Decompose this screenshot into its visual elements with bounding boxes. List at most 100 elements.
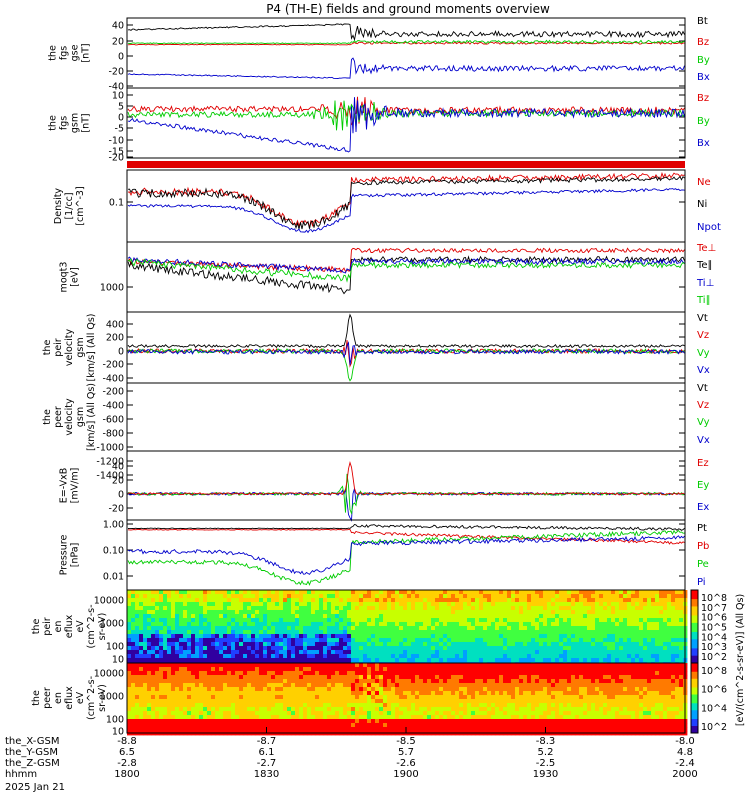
spectro-cell [395,602,400,607]
spectro-cell [623,598,628,603]
spectro-cell [283,719,288,724]
spectro-cell [547,679,552,684]
spectro-cell [323,723,328,728]
spectro-cell [223,642,228,647]
spectro-cell [159,719,164,724]
spectro-cell [259,711,264,716]
spectro-cell [595,663,600,668]
spectro-cell [403,727,408,732]
spectro-cell [451,711,456,716]
spectro-cell [203,614,208,619]
spectro-cell [675,626,680,631]
spectro-cell [199,642,204,647]
spectro-cell [583,727,588,732]
spectro-cell [299,646,304,651]
spectro-cell [459,638,464,643]
spectro-cell [379,606,384,611]
ytick-label: 0.01 [103,572,124,583]
spectro-cell [491,638,496,643]
spectro-cell [315,679,320,684]
spectro-cell [567,618,572,623]
spectro-cell [187,727,192,732]
spectro-cell [175,715,180,720]
spectro-cell [163,618,168,623]
spectro-cell [459,683,464,688]
spectro-cell [559,598,564,603]
spectro-cell [559,711,564,716]
spectro-cell [351,663,356,668]
spectro-cell [155,703,160,708]
spectro-cell [483,695,488,700]
spectro-cell [323,646,328,651]
spectro-cell [331,667,336,672]
spectro-cell [563,715,568,720]
spectro-cell [367,602,372,607]
spectro-cell [551,602,556,607]
spectro-cell [323,711,328,716]
spectro-cell [215,683,220,688]
spectro-cell [535,610,540,615]
spectro-cell [263,711,268,716]
spectro-cell [555,642,560,647]
spectro-cell [495,727,500,732]
spectro-cell [595,711,600,716]
spectro-cell [247,695,252,700]
spectro-cell [227,719,232,724]
spectro-cell [211,711,216,716]
spectro-cell [207,691,212,696]
spectro-cell [583,598,588,603]
spectro-cell [363,667,368,672]
spectro-cell [331,610,336,615]
spectro-cell [439,667,444,672]
spectro-cell [475,727,480,732]
spectro-cell [183,703,188,708]
spectro-cell [351,602,356,607]
spectro-cell [499,667,504,672]
spectro-cell [539,711,544,716]
ytick-label: 20 [112,476,124,487]
spectro-cell [563,622,568,627]
spectro-cell [491,663,496,668]
spectro-cell [159,691,164,696]
spectro-cell [631,638,636,643]
spectro-cell [263,679,268,684]
spectro-cell [271,715,276,720]
spectro-cell [671,622,676,627]
panel-ylabel: Pressure[nPa] [59,535,81,576]
spectro-cell [523,679,528,684]
ytick-label: 10 [112,727,124,738]
spectro-cell [431,723,436,728]
spectro-cell [435,658,440,663]
spectro-cell [383,671,388,676]
spectro-cell [159,622,164,627]
spectro-cell [167,695,172,700]
spectro-cell [483,719,488,724]
spectro-cell [159,614,164,619]
spectro-cell [395,650,400,655]
spectro-cell [455,610,460,615]
spectro-cell [183,711,188,716]
spectro-cell [495,699,500,704]
spectro-cell [539,699,544,704]
spectro-cell [651,618,656,623]
spectro-cell [543,707,548,712]
spectro-cell [547,630,552,635]
spectro-cell [199,610,204,615]
spectro-cell [311,646,316,651]
spectro-cell [215,663,220,668]
spectro-cell [207,610,212,615]
spectro-cell [167,618,172,623]
spectro-cell [215,658,220,663]
spectro-cell [207,594,212,599]
spectro-cell [375,703,380,708]
spectro-cell [427,646,432,651]
spectro-cell [219,634,224,639]
spectro-cell [331,622,336,627]
spectro-cell [419,614,424,619]
spectro-cell [599,630,604,635]
spectro-cell [635,638,640,643]
spectro-cell [311,675,316,680]
spectro-cell [375,695,380,700]
spectro-cell [179,622,184,627]
spectro-cell [215,707,220,712]
